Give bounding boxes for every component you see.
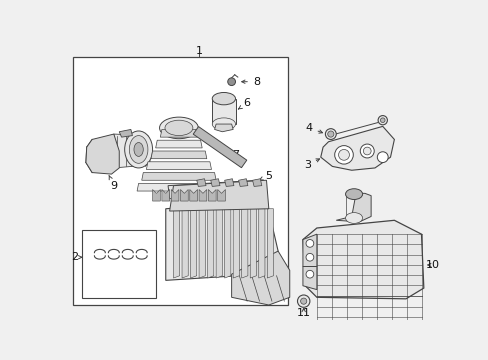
Bar bbox=[82, 230, 156, 298]
Text: 8: 8 bbox=[241, 77, 260, 87]
Polygon shape bbox=[258, 209, 264, 278]
Polygon shape bbox=[208, 189, 216, 201]
Circle shape bbox=[297, 295, 309, 307]
Polygon shape bbox=[160, 130, 197, 137]
Polygon shape bbox=[250, 209, 256, 278]
Bar bbox=[73, 57, 287, 305]
Polygon shape bbox=[119, 130, 132, 137]
Polygon shape bbox=[224, 209, 230, 278]
Ellipse shape bbox=[134, 143, 143, 156]
Polygon shape bbox=[190, 209, 196, 278]
Ellipse shape bbox=[212, 118, 235, 130]
Polygon shape bbox=[146, 162, 211, 170]
Polygon shape bbox=[210, 179, 220, 186]
Text: 4: 4 bbox=[305, 123, 322, 133]
Polygon shape bbox=[224, 179, 233, 186]
Polygon shape bbox=[155, 140, 202, 148]
Polygon shape bbox=[212, 99, 235, 124]
Circle shape bbox=[377, 152, 387, 163]
Polygon shape bbox=[196, 179, 205, 186]
Text: 2: 2 bbox=[71, 252, 81, 262]
Polygon shape bbox=[168, 180, 261, 199]
Polygon shape bbox=[173, 209, 179, 278]
Text: 10: 10 bbox=[425, 260, 439, 270]
Polygon shape bbox=[171, 189, 179, 201]
Polygon shape bbox=[302, 266, 316, 289]
Polygon shape bbox=[180, 189, 188, 201]
Polygon shape bbox=[238, 179, 247, 186]
Polygon shape bbox=[216, 209, 222, 278]
Polygon shape bbox=[231, 251, 289, 305]
Polygon shape bbox=[199, 189, 206, 201]
Polygon shape bbox=[193, 127, 246, 168]
Circle shape bbox=[300, 298, 306, 304]
Circle shape bbox=[227, 78, 235, 86]
Polygon shape bbox=[142, 172, 216, 180]
Circle shape bbox=[325, 129, 336, 139]
Ellipse shape bbox=[159, 117, 198, 139]
Polygon shape bbox=[241, 209, 247, 278]
Text: 1: 1 bbox=[195, 46, 202, 56]
Polygon shape bbox=[336, 193, 370, 222]
Circle shape bbox=[305, 270, 313, 278]
Circle shape bbox=[334, 145, 352, 164]
Polygon shape bbox=[137, 183, 220, 191]
Polygon shape bbox=[217, 189, 225, 201]
Circle shape bbox=[338, 149, 349, 160]
Polygon shape bbox=[302, 234, 316, 266]
Polygon shape bbox=[214, 124, 233, 132]
Ellipse shape bbox=[345, 213, 362, 223]
Polygon shape bbox=[302, 220, 423, 299]
Text: 11: 11 bbox=[296, 308, 310, 318]
Polygon shape bbox=[207, 209, 213, 278]
Circle shape bbox=[360, 144, 373, 158]
Ellipse shape bbox=[212, 93, 235, 105]
Ellipse shape bbox=[124, 131, 152, 168]
Polygon shape bbox=[182, 209, 188, 278]
Circle shape bbox=[363, 147, 370, 155]
Polygon shape bbox=[152, 189, 160, 201]
Polygon shape bbox=[320, 126, 393, 170]
Polygon shape bbox=[233, 209, 239, 278]
Polygon shape bbox=[162, 189, 169, 201]
Text: 6: 6 bbox=[238, 98, 250, 109]
Polygon shape bbox=[252, 179, 261, 186]
Polygon shape bbox=[86, 134, 119, 174]
Polygon shape bbox=[165, 201, 278, 280]
Ellipse shape bbox=[164, 120, 192, 136]
Circle shape bbox=[305, 239, 313, 247]
Ellipse shape bbox=[345, 189, 362, 199]
Circle shape bbox=[377, 116, 386, 125]
Text: 7: 7 bbox=[226, 150, 239, 160]
Circle shape bbox=[327, 131, 333, 137]
Polygon shape bbox=[151, 151, 206, 159]
Circle shape bbox=[380, 118, 384, 122]
Polygon shape bbox=[267, 209, 273, 278]
Polygon shape bbox=[189, 189, 197, 201]
Text: 3: 3 bbox=[304, 159, 319, 170]
Polygon shape bbox=[199, 209, 205, 278]
Text: 9: 9 bbox=[109, 175, 117, 191]
Polygon shape bbox=[114, 134, 150, 168]
Ellipse shape bbox=[129, 136, 148, 163]
Polygon shape bbox=[169, 180, 268, 211]
Text: 5: 5 bbox=[259, 171, 272, 181]
Circle shape bbox=[305, 253, 313, 261]
